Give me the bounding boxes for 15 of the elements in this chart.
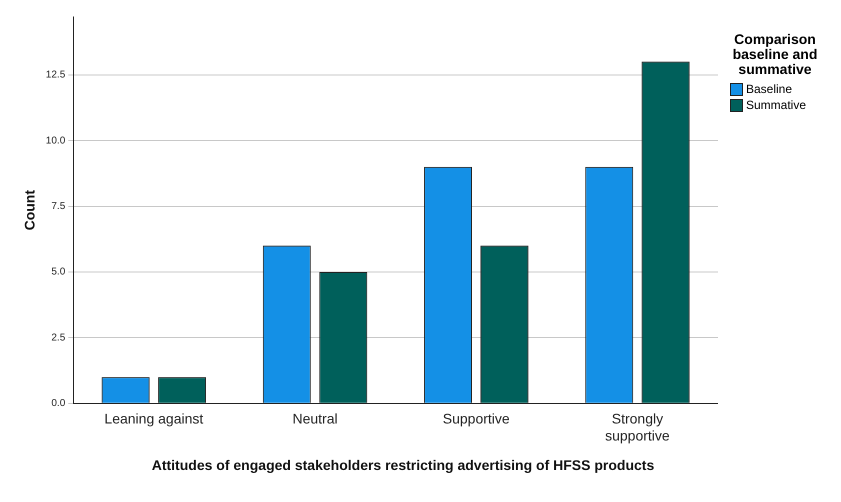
y-tick-label: 2.5 (51, 332, 66, 344)
y-tick-label: 7.5 (51, 201, 66, 212)
x-tick-label: Neutral (292, 410, 338, 427)
y-tick-label: 5.0 (51, 266, 66, 278)
y-tick-label: 0.0 (51, 398, 66, 410)
y-tick-label: 12.5 (46, 70, 66, 81)
legend-label: Summative (746, 98, 806, 112)
x-tick-label: Supportive (442, 410, 510, 427)
legend-label: Baseline (746, 82, 792, 96)
x-tick-label: Strongly supportive (605, 410, 670, 444)
y-axis-title: Count (21, 190, 38, 230)
x-axis-title: Attitudes of engaged stakeholders restricting advertising of HFSS products (150, 457, 656, 473)
x-tick-label: Leaning against (104, 410, 204, 427)
y-tick-label: 10.0 (46, 135, 66, 146)
legend-title: Comparison baseline and summative (732, 31, 818, 77)
